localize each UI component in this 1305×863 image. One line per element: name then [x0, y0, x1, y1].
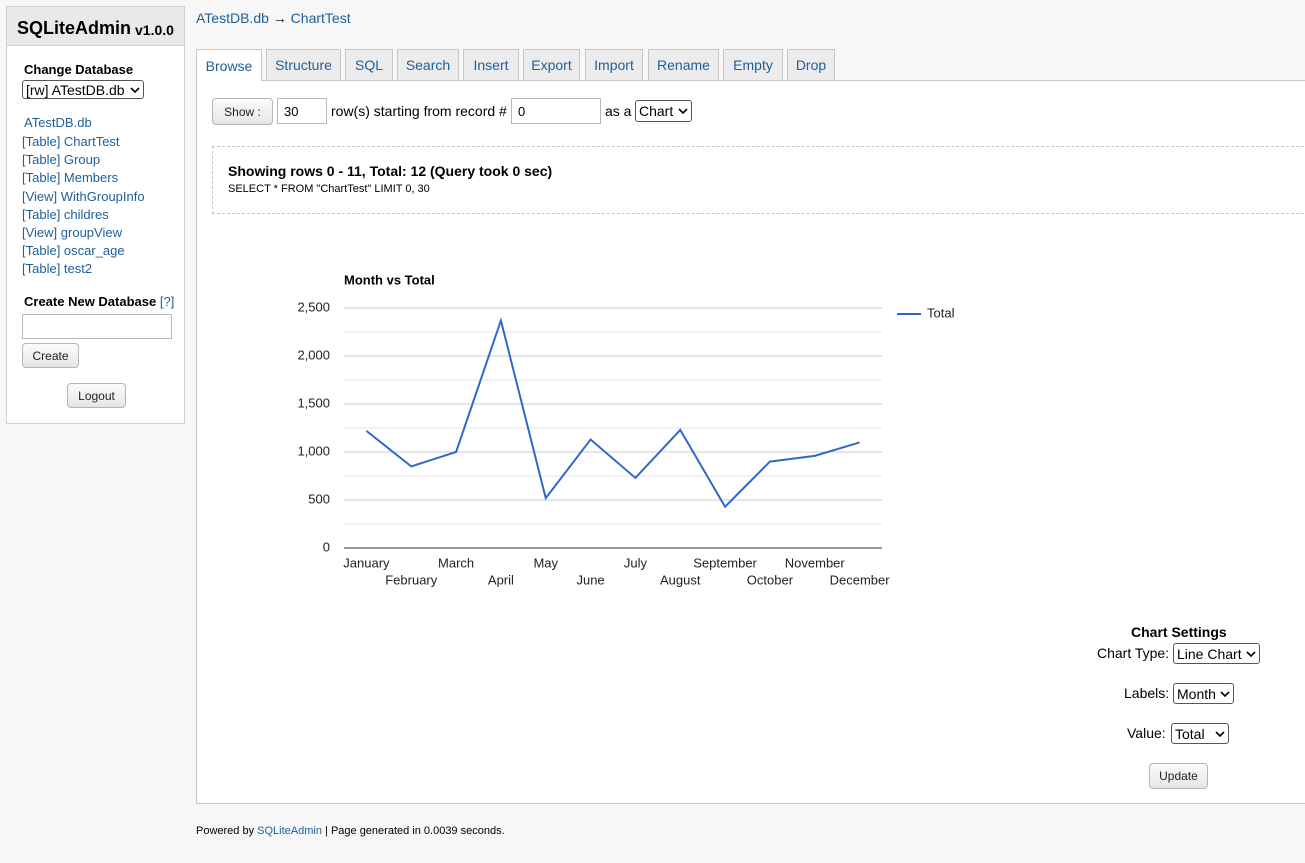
create-button[interactable]: Create: [22, 343, 79, 368]
database-select-text: [rw] ATestDB.db: [26, 81, 125, 98]
object-link[interactable]: [Table] childres: [22, 206, 109, 222]
object-link[interactable]: [Table] Members: [22, 170, 119, 186]
new-db-input[interactable]: [22, 314, 172, 339]
footer-rest: | Page generated in 0.0039 seconds.: [325, 825, 505, 837]
object-link[interactable]: [Table] ChartTest: [22, 134, 120, 149]
sidebar-header: [7, 7, 184, 46]
x-tick-label: December: [830, 572, 891, 587]
chart-type-label: Chart Type:: [1097, 645, 1170, 661]
sidebar: SQLiteAdmin v1.0.0 Change Database [rw] …: [6, 6, 185, 424]
tab[interactable]: Browse: [196, 49, 262, 81]
tab[interactable]: Drop: [787, 49, 835, 80]
object-link[interactable]: [Table] test2: [22, 261, 93, 277]
view-select-text: Chart: [639, 103, 674, 119]
start-input[interactable]: 0: [511, 98, 601, 124]
tab[interactable]: Search: [397, 49, 459, 80]
x-tick-label: April: [488, 572, 514, 587]
y-tick-label: 2,500: [297, 299, 330, 314]
chart-type-text: Line Chart: [1177, 645, 1242, 662]
y-tick-label: 1,000: [297, 443, 330, 458]
chart-title: Month vs Total: [344, 272, 435, 287]
x-tick-label: August: [660, 572, 701, 587]
rows-text: row(s) starting from record #: [331, 103, 507, 119]
x-tick-label: November: [785, 555, 846, 570]
x-tick-label: July: [624, 555, 648, 570]
chevron: [1215, 730, 1225, 737]
breadcrumb-arrow: →: [272, 10, 287, 26]
x-tick-label: March: [438, 555, 474, 570]
value-text: Total: [1175, 725, 1205, 742]
help-link[interactable]: [?]: [159, 294, 175, 309]
view-select[interactable]: Chart: [635, 100, 692, 122]
y-tick-label: 0: [323, 539, 330, 554]
tab[interactable]: Import: [585, 49, 643, 80]
x-tick-label: October: [747, 572, 794, 587]
breadcrumb-db[interactable]: ATestDB.db: [196, 10, 269, 26]
logout-button[interactable]: Logout: [67, 383, 126, 408]
tab[interactable]: Structure: [266, 49, 341, 80]
create-db-label: Create New Database [?]: [24, 294, 174, 309]
result-box: [212, 146, 1305, 214]
x-tick-label: September: [693, 555, 757, 570]
app-title: SQLiteAdmin: [17, 18, 132, 38]
db-link[interactable]: ATestDB.db: [24, 115, 92, 130]
update-button[interactable]: Update: [1149, 763, 1208, 789]
value-select[interactable]: Total: [1171, 723, 1229, 744]
database-select[interactable]: [rw] ATestDB.db: [22, 80, 144, 99]
labels-label: Labels:: [1124, 685, 1170, 701]
tab[interactable]: Rename: [648, 49, 719, 80]
footer-powered: Powered by: [196, 825, 255, 837]
tab[interactable]: Export: [523, 49, 580, 80]
object-link[interactable]: [Table] oscar_age: [22, 243, 125, 259]
x-tick-label: June: [576, 572, 604, 587]
tab[interactable]: Empty: [723, 49, 783, 80]
footer-link[interactable]: SQLiteAdmin: [257, 825, 322, 837]
x-tick-label: January: [343, 555, 390, 570]
app-version: v1.0.0: [135, 22, 174, 38]
object-link[interactable]: [View] WithGroupInfo: [22, 188, 145, 204]
chart-type-select[interactable]: Line Chart: [1173, 643, 1260, 664]
object-link[interactable]: [Table] Group: [22, 152, 101, 168]
value-label: Value:: [1127, 725, 1166, 741]
as-a-text: as a: [605, 103, 632, 119]
x-tick-label: May: [533, 555, 558, 570]
chevron: [130, 86, 140, 93]
y-tick-label: 2,000: [297, 347, 330, 362]
breadcrumb-table[interactable]: ChartTest: [290, 10, 351, 26]
result-summary: Showing rows 0 - 11, Total: 12 (Query to…: [228, 163, 553, 179]
create-db-heading: Create New Database: [24, 294, 157, 309]
settings-title: Chart Settings: [1131, 624, 1227, 640]
change-db-label: Change Database: [24, 62, 134, 77]
y-tick-label: 1,500: [297, 395, 330, 410]
rows-input[interactable]: 30: [277, 98, 327, 124]
y-tick-label: 500: [308, 491, 330, 506]
show-button[interactable]: Show :: [212, 98, 273, 125]
tab[interactable]: Insert: [463, 49, 519, 80]
footer: Powered by SQLiteAdmin | Page generated …: [196, 825, 505, 837]
chevron: [1246, 650, 1256, 657]
tab[interactable]: SQL: [345, 49, 393, 80]
labels-select[interactable]: Month: [1173, 683, 1234, 704]
x-tick-label: February: [385, 572, 438, 587]
chevron: [678, 108, 688, 115]
object-link[interactable]: [View] groupView: [22, 225, 122, 240]
legend-label: Total: [927, 305, 955, 320]
result-query: SELECT * FROM "ChartTest" LIMIT 0, 30: [228, 183, 430, 195]
breadcrumb: ATestDB.db → ChartTest: [196, 10, 351, 26]
line-series: [365, 316, 860, 509]
chevron: [1220, 690, 1230, 697]
labels-text: Month: [1177, 685, 1216, 702]
